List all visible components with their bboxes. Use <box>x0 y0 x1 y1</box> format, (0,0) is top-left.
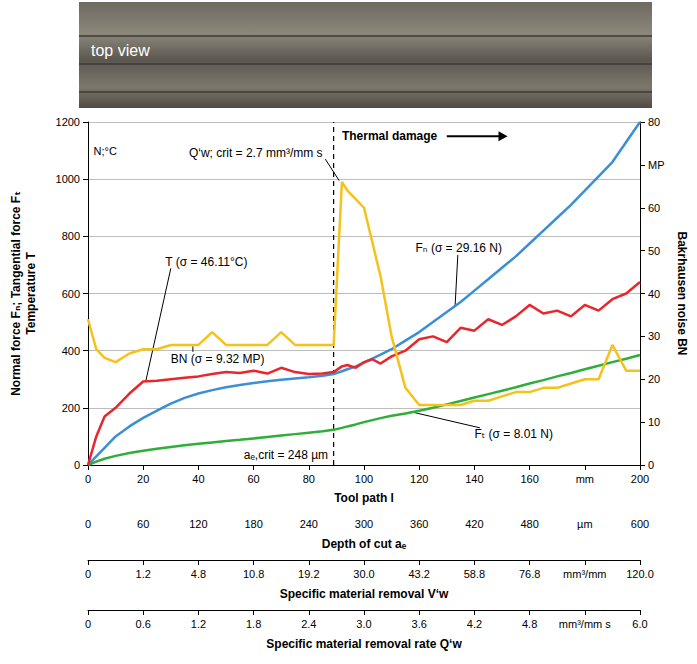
svg-text:µm: µm <box>577 518 593 530</box>
svg-text:10: 10 <box>648 416 660 428</box>
svg-text:60: 60 <box>137 518 149 530</box>
svg-text:Q‘w; crit = 2.7 mm³/mm s: Q‘w; crit = 2.7 mm³/mm s <box>189 146 323 160</box>
svg-text:1.8: 1.8 <box>246 618 261 630</box>
svg-text:30.0: 30.0 <box>353 568 374 580</box>
svg-text:43.2: 43.2 <box>408 568 429 580</box>
svg-text:40: 40 <box>192 473 204 485</box>
svg-text:600: 600 <box>631 518 649 530</box>
svg-text:480: 480 <box>520 518 538 530</box>
svg-text:400: 400 <box>62 345 80 357</box>
svg-text:1000: 1000 <box>56 173 80 185</box>
svg-text:360: 360 <box>410 518 428 530</box>
svg-text:19.2: 19.2 <box>298 568 319 580</box>
svg-text:100: 100 <box>355 473 373 485</box>
svg-text:Tool path l: Tool path l <box>334 491 394 505</box>
svg-text:mm³/mm s: mm³/mm s <box>559 618 611 630</box>
svg-text:0.6: 0.6 <box>136 618 151 630</box>
svg-text:Thermal damage: Thermal damage <box>342 129 438 143</box>
svg-text:76.8: 76.8 <box>519 568 540 580</box>
svg-text:Fₙ (σ = 29.16 N): Fₙ (σ = 29.16 N) <box>415 241 502 255</box>
svg-text:mm: mm <box>576 473 594 485</box>
svg-text:1200: 1200 <box>56 116 80 128</box>
svg-text:BN (σ = 9.32 MP): BN (σ = 9.32 MP) <box>171 352 265 366</box>
svg-text:80: 80 <box>648 116 660 128</box>
svg-text:Depth of cut aₑ: Depth of cut aₑ <box>322 537 407 551</box>
svg-text:120: 120 <box>189 518 207 530</box>
svg-text:4.2: 4.2 <box>467 618 482 630</box>
svg-text:10.8: 10.8 <box>243 568 264 580</box>
svg-text:Temperature T: Temperature T <box>24 252 38 335</box>
svg-text:Specific material removal V‘w: Specific material removal V‘w <box>280 587 449 601</box>
svg-text:mm³/mm: mm³/mm <box>563 568 606 580</box>
svg-text:20: 20 <box>648 373 660 385</box>
svg-text:800: 800 <box>62 230 80 242</box>
svg-text:0: 0 <box>85 473 91 485</box>
svg-text:2.4: 2.4 <box>301 618 316 630</box>
svg-text:80: 80 <box>303 473 315 485</box>
svg-text:Bakrhausen noise BN: Bakrhausen noise BN <box>675 231 689 355</box>
svg-text:Normal force Fₙ; Tangential fo: Normal force Fₙ; Tangential force Fₜ <box>9 191 23 396</box>
svg-text:20: 20 <box>137 473 149 485</box>
svg-text:240: 240 <box>300 518 318 530</box>
svg-text:420: 420 <box>465 518 483 530</box>
svg-text:180: 180 <box>244 518 262 530</box>
svg-text:6.0: 6.0 <box>632 618 647 630</box>
svg-text:top view: top view <box>91 42 150 59</box>
svg-text:3.0: 3.0 <box>356 618 371 630</box>
svg-text:MP: MP <box>648 159 665 171</box>
svg-text:30: 30 <box>648 330 660 342</box>
svg-text:160: 160 <box>520 473 538 485</box>
svg-text:1.2: 1.2 <box>136 568 151 580</box>
svg-text:3.6: 3.6 <box>412 618 427 630</box>
svg-text:0: 0 <box>85 518 91 530</box>
svg-text:0: 0 <box>648 459 654 471</box>
svg-text:aₑ,crit = 248 µm: aₑ,crit = 248 µm <box>244 448 328 462</box>
svg-text:4.8: 4.8 <box>522 618 537 630</box>
svg-text:60: 60 <box>247 473 259 485</box>
svg-text:600: 600 <box>62 288 80 300</box>
svg-text:58.8: 58.8 <box>464 568 485 580</box>
svg-text:N;°C: N;°C <box>94 145 117 157</box>
svg-text:120: 120 <box>410 473 428 485</box>
svg-text:T (σ = 46.11°C): T (σ = 46.11°C) <box>165 255 247 269</box>
svg-text:1.2: 1.2 <box>191 618 206 630</box>
svg-text:40: 40 <box>648 288 660 300</box>
svg-text:140: 140 <box>465 473 483 485</box>
svg-text:Fₜ (σ = 8.01 N): Fₜ (σ = 8.01 N) <box>474 427 553 441</box>
svg-text:200: 200 <box>631 473 649 485</box>
svg-text:120.0: 120.0 <box>626 568 654 580</box>
svg-text:Specific material removal rate: Specific material removal rate Q‘w <box>266 637 462 651</box>
svg-text:4.8: 4.8 <box>191 568 206 580</box>
svg-text:200: 200 <box>62 402 80 414</box>
svg-text:0: 0 <box>85 568 91 580</box>
svg-text:0: 0 <box>74 459 80 471</box>
svg-text:300: 300 <box>355 518 373 530</box>
svg-text:60: 60 <box>648 202 660 214</box>
svg-text:50: 50 <box>648 245 660 257</box>
svg-text:0: 0 <box>85 618 91 630</box>
